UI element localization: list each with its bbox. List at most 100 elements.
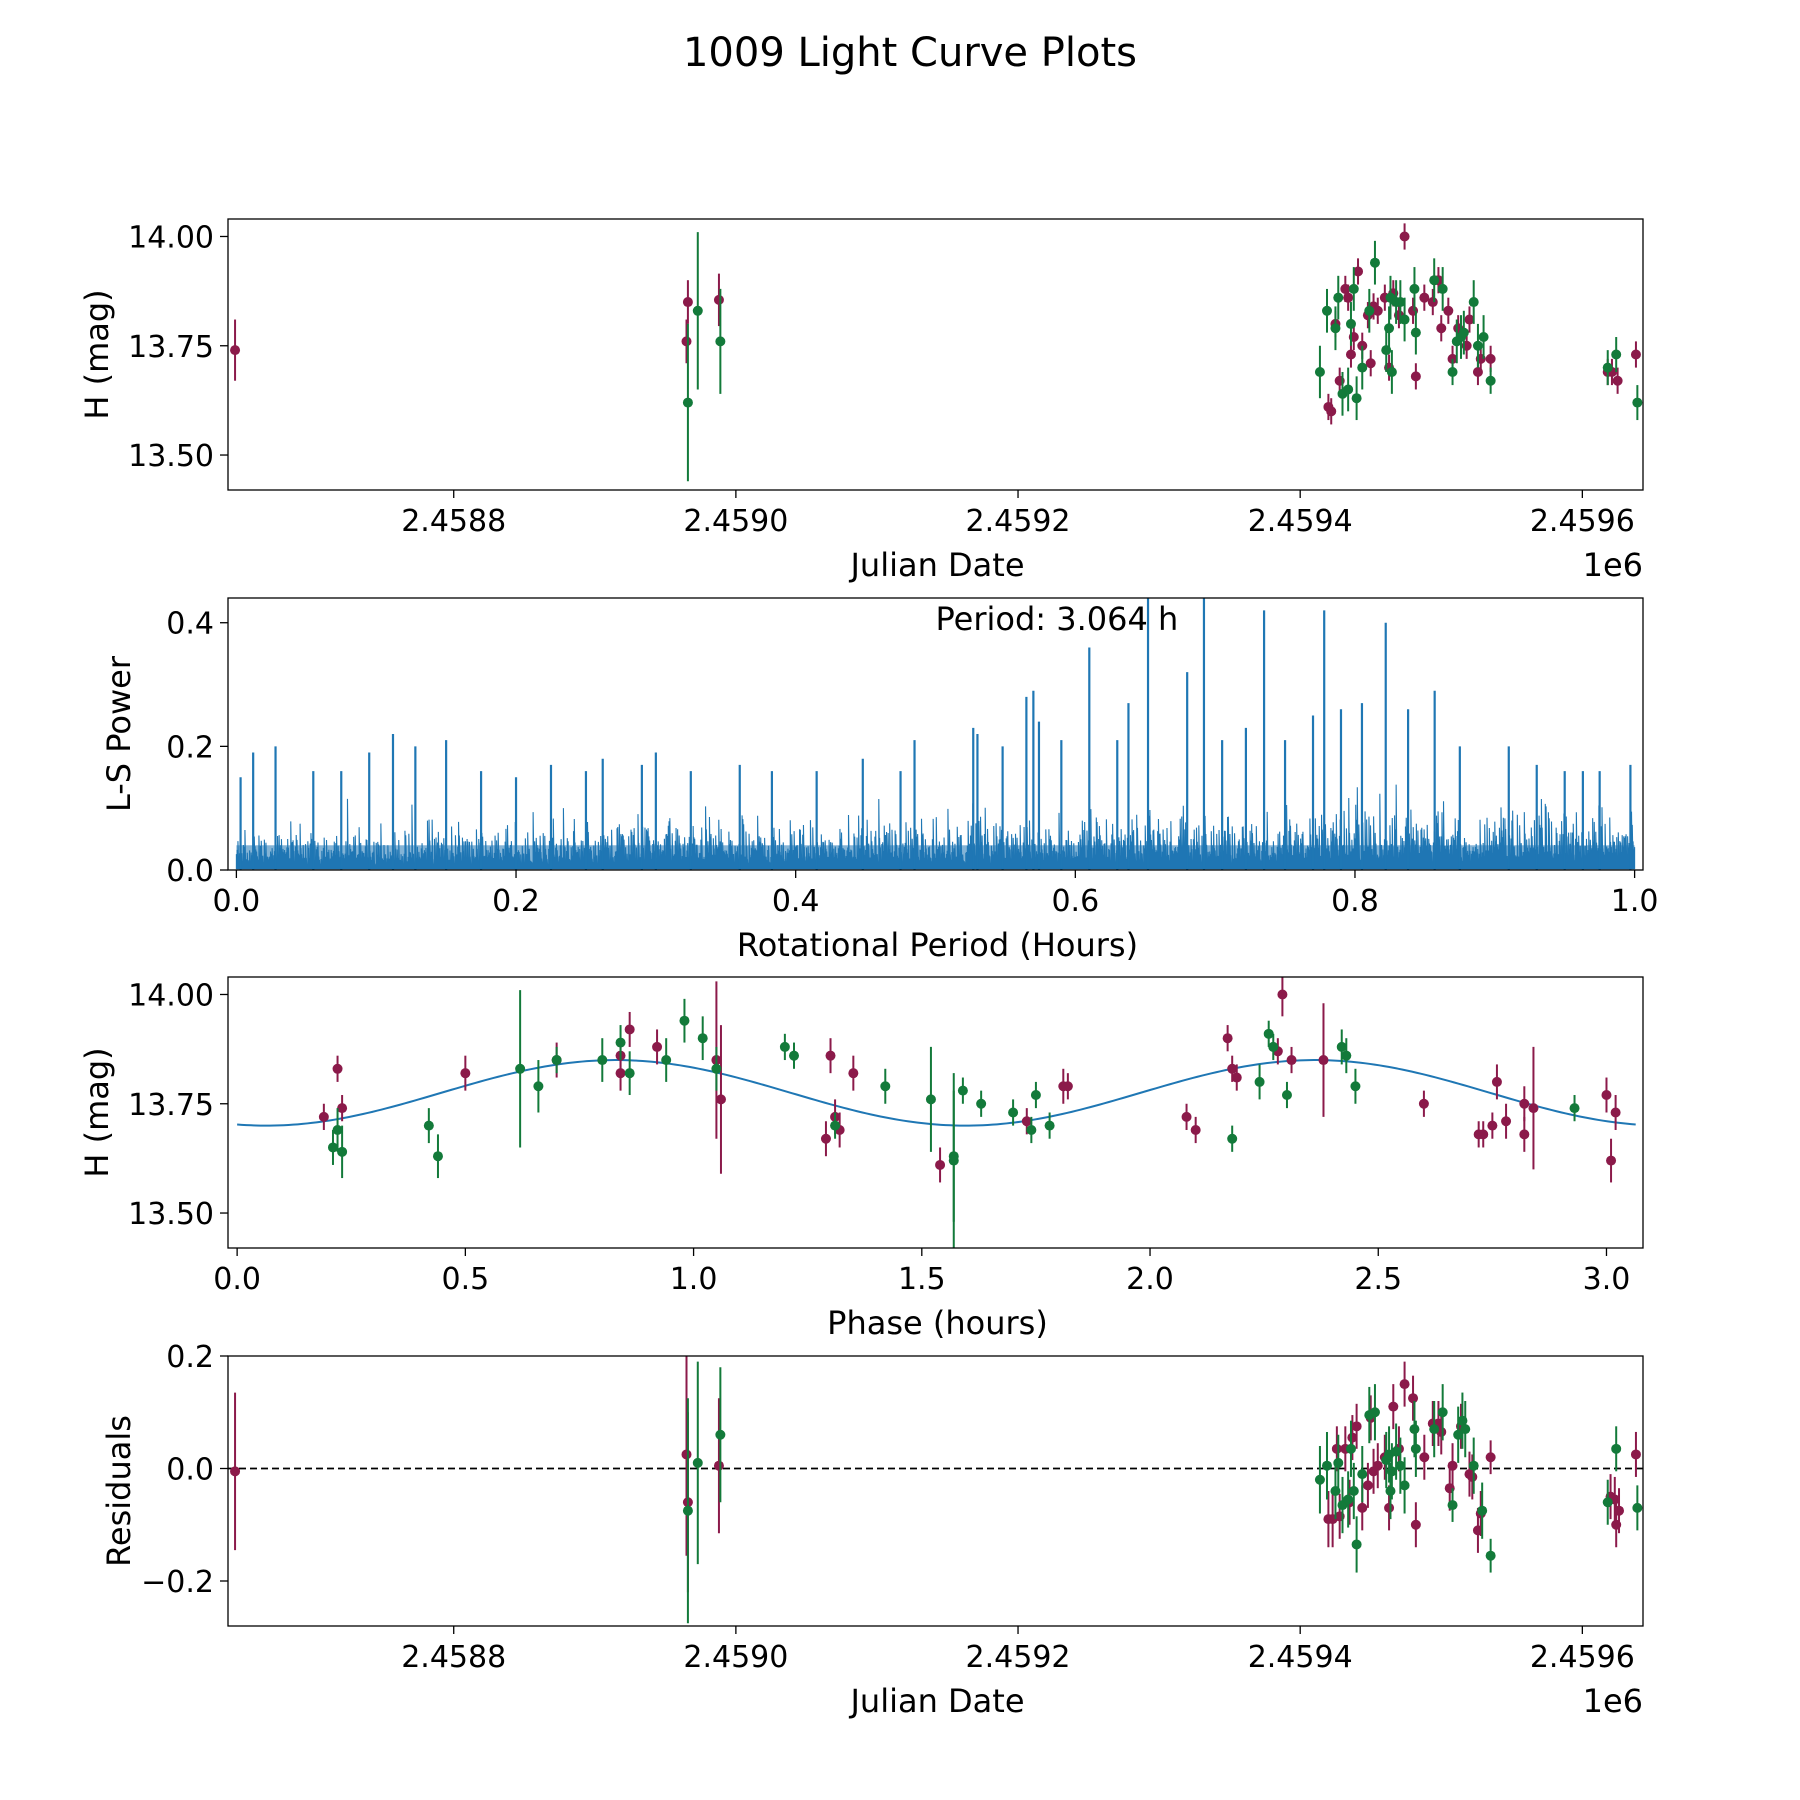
maroon-data-point bbox=[1351, 1421, 1362, 1432]
maroon-data-point bbox=[1181, 1111, 1192, 1122]
x-tick-label: 0.0 bbox=[213, 1262, 261, 1297]
green-data-point bbox=[1263, 1028, 1274, 1039]
x-tick-label: 0.8 bbox=[1331, 884, 1379, 919]
green-data-point bbox=[1447, 1500, 1458, 1511]
green-data-point bbox=[948, 1155, 959, 1166]
y-tick-label: −0.2 bbox=[141, 1565, 214, 1600]
green-data-point bbox=[624, 1068, 635, 1079]
green-data-point bbox=[1345, 318, 1356, 329]
x-tick-label: 2.4594 bbox=[1248, 504, 1353, 539]
green-data-point bbox=[715, 1429, 726, 1440]
maroon-data-point bbox=[1614, 1505, 1625, 1516]
green-data-point bbox=[1437, 283, 1448, 294]
green-data-point bbox=[1611, 1443, 1622, 1454]
green-data-point bbox=[515, 1063, 526, 1074]
x-tick-label: 2.4588 bbox=[401, 1640, 506, 1675]
x-offset-label: 1e6 bbox=[1583, 1682, 1643, 1720]
green-data-point bbox=[1453, 1429, 1464, 1440]
maroon-data-point bbox=[1485, 1452, 1496, 1463]
green-data-point bbox=[682, 1505, 693, 1516]
maroon-data-point bbox=[1606, 1155, 1617, 1166]
green-data-point bbox=[1351, 1539, 1362, 1550]
green-data-point bbox=[1460, 1424, 1471, 1435]
lightcurve-axes-frame bbox=[227, 218, 1644, 491]
y-tick-label: 14.00 bbox=[128, 978, 214, 1013]
green-data-point bbox=[1281, 1090, 1292, 1101]
phased-axes-frame bbox=[227, 976, 1644, 1249]
green-data-point bbox=[1410, 327, 1421, 338]
maroon-data-point bbox=[1601, 1090, 1612, 1101]
x-tick-label: 1.5 bbox=[898, 1262, 946, 1297]
maroon-data-point bbox=[460, 1068, 471, 1079]
maroon-data-point bbox=[1318, 1055, 1329, 1066]
green-data-point bbox=[1268, 1041, 1279, 1052]
green-data-point bbox=[1386, 366, 1397, 377]
maroon-data-point bbox=[1388, 1401, 1399, 1412]
maroon-data-point bbox=[1345, 349, 1356, 360]
green-data-point bbox=[1478, 332, 1489, 343]
residuals-axes-frame bbox=[227, 1355, 1644, 1627]
maroon-data-point bbox=[1519, 1129, 1530, 1140]
maroon-data-point bbox=[1227, 1063, 1238, 1074]
green-data-point bbox=[432, 1151, 443, 1162]
y-axis-label: H (mag) bbox=[78, 1047, 116, 1177]
green-data-point bbox=[1314, 366, 1325, 377]
x-axis-label: Julian Date bbox=[848, 1682, 1024, 1720]
green-data-point bbox=[1602, 362, 1613, 373]
green-data-point bbox=[1336, 1041, 1347, 1052]
maroon-data-point bbox=[1331, 1443, 1342, 1454]
y-axis-label: Residuals bbox=[100, 1415, 138, 1567]
green-data-point bbox=[1357, 1469, 1368, 1480]
maroon-data-point bbox=[1443, 305, 1454, 316]
green-data-point bbox=[957, 1085, 968, 1096]
maroon-data-point bbox=[1491, 1076, 1502, 1087]
x-tick-label: 2.4596 bbox=[1530, 504, 1635, 539]
x-tick-label: 1.0 bbox=[1611, 884, 1659, 919]
green-data-point bbox=[423, 1120, 434, 1131]
x-tick-label: 0.6 bbox=[1051, 884, 1099, 919]
maroon-data-point bbox=[1487, 1120, 1498, 1131]
green-data-point bbox=[789, 1050, 799, 1061]
x-tick-label: 2.4590 bbox=[683, 504, 788, 539]
maroon-data-point bbox=[825, 1050, 836, 1061]
x-tick-label: 0.4 bbox=[772, 884, 820, 919]
x-tick-label: 2.4592 bbox=[966, 1640, 1071, 1675]
green-data-point bbox=[1447, 366, 1458, 377]
green-data-point bbox=[1632, 1502, 1643, 1513]
maroon-data-point bbox=[713, 294, 724, 305]
green-data-point bbox=[1399, 1480, 1410, 1491]
green-data-point bbox=[1472, 340, 1483, 351]
maroon-data-point bbox=[682, 297, 693, 308]
y-tick-label: 0.4 bbox=[166, 607, 214, 642]
green-data-point bbox=[692, 305, 703, 316]
maroon-data-point bbox=[652, 1041, 663, 1052]
lightcurve-chart: 2.4588 2.4590 2.4592 2.4594 2.4596 13.50 13.75… bbox=[78, 218, 1644, 584]
phased-plot-area bbox=[237, 977, 1636, 1248]
x-tick-label: 0.5 bbox=[441, 1262, 489, 1297]
green-data-point bbox=[1395, 297, 1406, 308]
fit-curve bbox=[237, 1059, 1636, 1127]
periodogram-chart: Period: 3.064 h 0.0 0.2 0.4 0.6 0.8 1.0 0.0 0.2 0… bbox=[100, 597, 1659, 964]
maroon-data-point bbox=[1630, 1449, 1641, 1460]
x-tick-label: 2.4588 bbox=[401, 504, 506, 539]
maroon-data-point bbox=[1362, 1480, 1373, 1491]
green-data-point bbox=[1351, 393, 1362, 404]
green-data-point bbox=[711, 1063, 722, 1074]
green-data-point bbox=[1350, 1081, 1361, 1092]
y-axis-label: L-S Power bbox=[100, 655, 138, 812]
maroon-data-point bbox=[1419, 1452, 1430, 1463]
green-data-point bbox=[1395, 1460, 1406, 1471]
green-data-point bbox=[1321, 1460, 1332, 1471]
maroon-data-point bbox=[1501, 1116, 1512, 1127]
green-data-point bbox=[1485, 375, 1496, 386]
maroon-data-point bbox=[1286, 1055, 1297, 1066]
maroon-data-point bbox=[848, 1068, 859, 1079]
maroon-data-point bbox=[1485, 353, 1496, 364]
green-data-point bbox=[779, 1041, 790, 1052]
maroon-data-point bbox=[1277, 989, 1288, 1000]
green-data-point bbox=[1333, 1457, 1344, 1468]
x-axis-label: Julian Date bbox=[848, 546, 1024, 584]
green-data-point bbox=[1611, 349, 1622, 360]
green-data-point bbox=[1008, 1107, 1019, 1118]
